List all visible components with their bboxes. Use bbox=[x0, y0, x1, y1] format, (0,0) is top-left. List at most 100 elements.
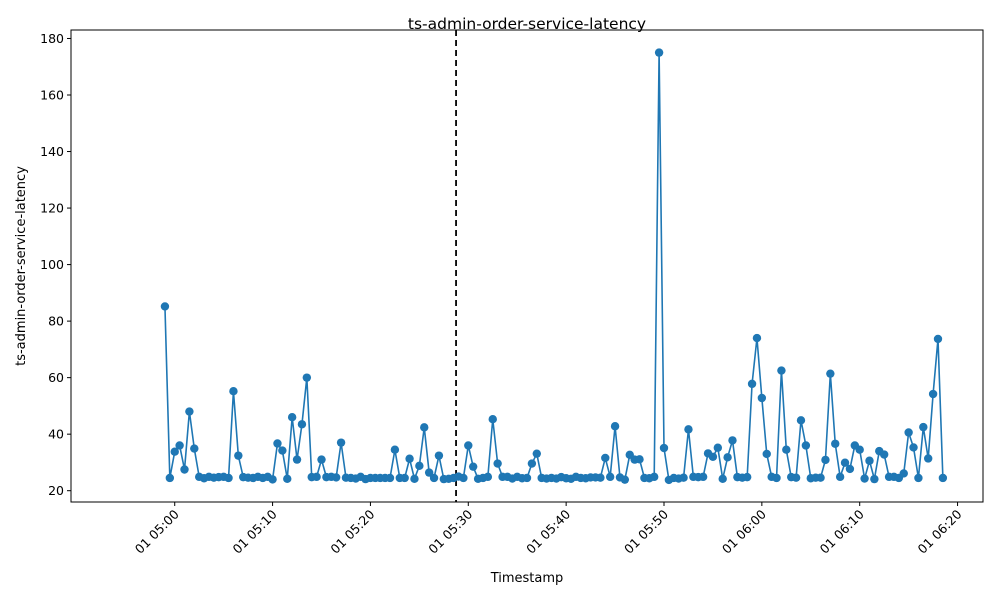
data-point bbox=[879, 450, 889, 459]
data-point bbox=[679, 473, 688, 482]
data-point bbox=[919, 422, 928, 432]
data-point bbox=[429, 473, 439, 483]
data-point bbox=[180, 465, 189, 474]
data-point bbox=[752, 333, 762, 343]
data-point bbox=[234, 451, 243, 460]
data-point bbox=[165, 473, 175, 483]
data-point bbox=[464, 441, 473, 450]
data-point bbox=[840, 458, 850, 467]
data-point bbox=[405, 454, 414, 463]
x-axis-title: Timestamp bbox=[490, 571, 564, 586]
data-point bbox=[297, 420, 307, 429]
data-point bbox=[777, 366, 786, 375]
data-point bbox=[278, 446, 287, 455]
x-tick-label: 01 05:50 bbox=[621, 506, 671, 556]
data-point bbox=[434, 451, 444, 460]
data-point bbox=[312, 472, 321, 482]
data-point bbox=[190, 444, 199, 453]
y-tick-label: 140 bbox=[40, 144, 64, 159]
data-point bbox=[601, 453, 610, 463]
data-point bbox=[816, 473, 825, 482]
data-point bbox=[229, 387, 238, 396]
data-point bbox=[620, 475, 630, 484]
data-point bbox=[390, 445, 400, 454]
data-point bbox=[845, 464, 855, 474]
data-point bbox=[728, 436, 737, 445]
data-point bbox=[782, 445, 791, 454]
data-point bbox=[400, 473, 409, 483]
data-point bbox=[527, 459, 537, 468]
x-tick-label: 01 06:10 bbox=[817, 506, 867, 556]
data-point bbox=[488, 414, 497, 424]
data-point bbox=[185, 407, 194, 416]
y-tick-label: 80 bbox=[48, 314, 64, 329]
data-point bbox=[175, 441, 184, 450]
data-point bbox=[718, 474, 727, 484]
x-tick-label: 01 05:40 bbox=[523, 506, 573, 556]
data-point bbox=[826, 369, 835, 378]
data-point bbox=[385, 473, 395, 483]
data-point bbox=[938, 473, 948, 483]
data-point bbox=[909, 443, 918, 452]
data-point bbox=[605, 472, 615, 482]
y-tick-label: 20 bbox=[48, 483, 64, 498]
data-point bbox=[698, 472, 708, 482]
data-point bbox=[796, 416, 806, 425]
x-axis: 01 05:00 01 05:10 01 05:20 01 05:30 01 05:40… bbox=[132, 502, 965, 557]
series-line bbox=[164, 51, 944, 481]
data-point bbox=[635, 455, 644, 464]
data-point bbox=[904, 428, 913, 437]
data-point bbox=[170, 447, 179, 456]
data-point bbox=[459, 473, 468, 483]
data-point bbox=[659, 443, 669, 453]
data-point bbox=[468, 462, 478, 471]
data-point bbox=[723, 453, 732, 462]
data-point bbox=[757, 393, 767, 403]
data-point bbox=[410, 474, 419, 484]
data-point bbox=[742, 472, 752, 482]
data-point bbox=[865, 456, 874, 465]
data-point bbox=[772, 473, 781, 483]
data-point bbox=[224, 473, 233, 483]
data-point bbox=[302, 373, 312, 382]
data-point bbox=[713, 443, 723, 452]
x-tick-label: 01 05:20 bbox=[327, 506, 377, 556]
data-point bbox=[914, 473, 923, 483]
x-tick-label: 01 06:00 bbox=[719, 506, 769, 556]
data-point bbox=[654, 48, 664, 57]
y-axis: 20 40 60 80 100 120 140 160 180 bbox=[40, 31, 71, 498]
data-point bbox=[747, 379, 757, 389]
x-tick-label: 01 05:30 bbox=[425, 506, 475, 556]
y-tick-label: 180 bbox=[40, 31, 64, 46]
y-tick-label: 40 bbox=[48, 427, 64, 442]
data-point bbox=[160, 302, 170, 311]
data-point bbox=[493, 459, 502, 468]
data-point bbox=[483, 472, 493, 482]
data-point bbox=[610, 422, 620, 431]
data-point bbox=[287, 413, 297, 422]
y-tick-label: 100 bbox=[40, 257, 64, 272]
y-tick-label: 120 bbox=[40, 201, 64, 216]
plot-frame bbox=[70, 29, 984, 503]
data-point bbox=[831, 439, 840, 448]
data-point bbox=[420, 423, 429, 432]
x-tick-label: 01 05:00 bbox=[132, 506, 182, 556]
data-point bbox=[801, 441, 811, 450]
data-point bbox=[762, 449, 771, 459]
data-point bbox=[870, 474, 879, 484]
data-point bbox=[708, 452, 718, 461]
y-tick-label: 160 bbox=[40, 88, 64, 103]
data-point bbox=[532, 449, 541, 458]
x-tick-label: 01 06:20 bbox=[915, 506, 965, 556]
data-point bbox=[650, 472, 659, 482]
data-point bbox=[336, 438, 346, 447]
data-point bbox=[424, 468, 434, 477]
data-point bbox=[283, 474, 292, 484]
y-axis-title: ts-admin-order-service-latency bbox=[14, 166, 29, 366]
data-point bbox=[899, 469, 908, 478]
data-point bbox=[860, 474, 869, 483]
y-tick-label: 60 bbox=[48, 370, 64, 385]
data-point bbox=[855, 445, 864, 454]
data-point bbox=[821, 455, 830, 465]
